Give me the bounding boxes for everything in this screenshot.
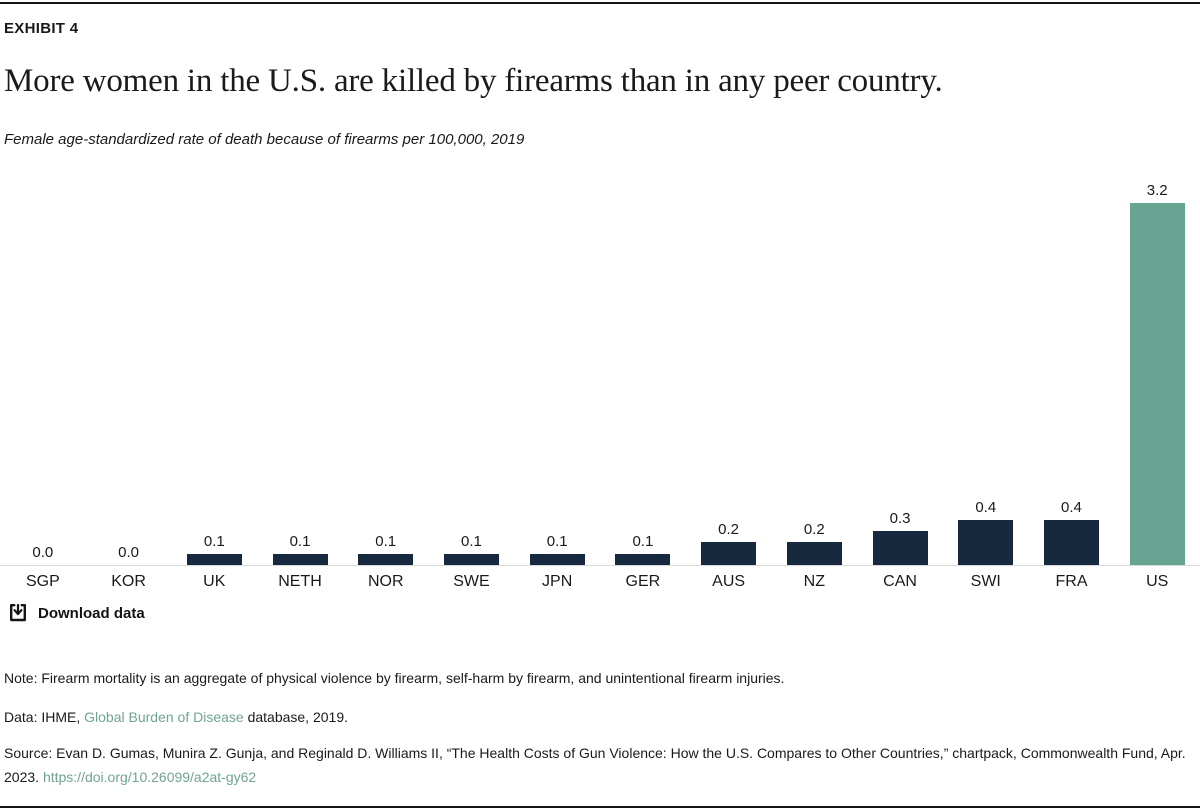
bar-value-label: 0.1 <box>461 533 482 551</box>
bar-value-label: 0.4 <box>975 499 997 517</box>
x-axis-label-us: US <box>1146 573 1169 591</box>
bar-fra <box>1043 520 1099 566</box>
bar-us <box>1129 203 1185 566</box>
bar-jpn <box>529 554 585 566</box>
download-label: Download data <box>38 604 145 622</box>
bar-aus <box>701 542 757 566</box>
download-icon <box>8 603 28 623</box>
source-line: Source: Evan D. Gumas, Munira Z. Gunja, … <box>4 742 1194 790</box>
bar-column-nor: 0.1 <box>343 533 429 566</box>
x-axis-label-fra: FRA <box>1055 573 1088 591</box>
bar-column-kor: 0.0 <box>86 545 172 565</box>
bar-column-swi: 0.4 <box>943 499 1029 566</box>
bar-value-label: 0.0 <box>118 544 139 562</box>
bar-value-label: 0.1 <box>203 533 225 551</box>
bar-value-label: 0.1 <box>289 533 311 551</box>
bar-value-label: 0.4 <box>1061 499 1082 517</box>
chart-subtitle: Female age-standardized rate of death be… <box>4 131 525 149</box>
bar-column-neth: 0.1 <box>257 533 343 566</box>
gbd-database-link[interactable]: Global Burden of Disease <box>84 709 244 726</box>
x-axis-label-ger: GER <box>625 573 661 591</box>
bar-neth <box>272 554 328 566</box>
bar-column-aus: 0.2 <box>686 521 772 566</box>
x-axis-label-swe: SWE <box>453 573 490 591</box>
data-line: Data: IHME, Global Burden of Disease dat… <box>4 707 1196 728</box>
source-prefix: Source: Evan D. Gumas, Munira Z. Gunja, … <box>4 745 1186 786</box>
bar-value-label: 0.1 <box>375 533 397 551</box>
bar-swe <box>443 554 499 566</box>
x-axis-label-nor: NOR <box>367 573 404 591</box>
bar-column-ger: 0.1 <box>600 533 686 566</box>
download-data-button[interactable]: Download data <box>8 603 145 623</box>
bar-column-fra: 0.4 <box>1029 499 1115 566</box>
x-axis-label-can: CAN <box>883 573 917 591</box>
x-axis-label-kor: KOR <box>111 573 146 591</box>
bar-can <box>872 531 928 566</box>
exhibit-label: EXHIBIT 4 <box>4 20 79 37</box>
bar-column-us: 3.2 <box>1114 182 1200 566</box>
x-axis-label-jpn: JPN <box>542 573 573 591</box>
bar-ger <box>615 554 671 566</box>
page-title: More women in the U.S. are killed by fir… <box>4 63 943 99</box>
x-axis-labels: SGP KOR UK NETH NOR SWE JPN GER AUS NZ CAN SWI FRA US <box>0 566 1200 591</box>
x-axis-label-neth: NETH <box>278 573 322 591</box>
bar-value-label: 3.2 <box>1146 182 1168 200</box>
bar-value-label: 0.1 <box>632 533 654 551</box>
data-suffix: database, 2019. <box>243 709 348 726</box>
bar-value-label: 0.1 <box>546 533 568 551</box>
x-axis-label-aus: AUS <box>712 573 746 591</box>
doi-link[interactable]: https://doi.org/10.26099/a2at-gy62 <box>42 769 257 786</box>
x-axis-label-nz: NZ <box>803 573 825 591</box>
bar-swi <box>958 520 1014 566</box>
data-prefix: Data: IHME, <box>4 709 85 726</box>
bar-value-label: 0.3 <box>889 510 911 528</box>
bar-nor <box>358 554 414 566</box>
bar-nz <box>786 542 842 566</box>
note-text: Note: Firearm mortality is an aggregate … <box>4 670 785 687</box>
bar-value-label: 0.0 <box>32 544 54 562</box>
bar-column-swe: 0.1 <box>429 533 515 566</box>
bar-chart: 0.0 0.0 0.1 0.1 0.1 0.1 0.1 0.1 0.2 0.2 0.3 0.4 0.4 3… <box>0 182 1200 567</box>
bar-value-label: 0.2 <box>803 521 825 539</box>
x-axis-label-uk: UK <box>203 573 226 591</box>
x-axis-label-sgp: SGP <box>25 573 60 591</box>
bar-value-label: 0.2 <box>718 521 740 539</box>
bar-column-jpn: 0.1 <box>514 533 600 566</box>
x-axis-label-swi: SWI <box>970 573 1001 591</box>
bar-column-uk: 0.1 <box>171 533 257 566</box>
bar-uk <box>186 554 242 566</box>
bar-column-can: 0.3 <box>857 510 943 566</box>
bar-column-nz: 0.2 <box>771 521 857 566</box>
bar-column-sgp: 0.0 <box>0 545 86 565</box>
